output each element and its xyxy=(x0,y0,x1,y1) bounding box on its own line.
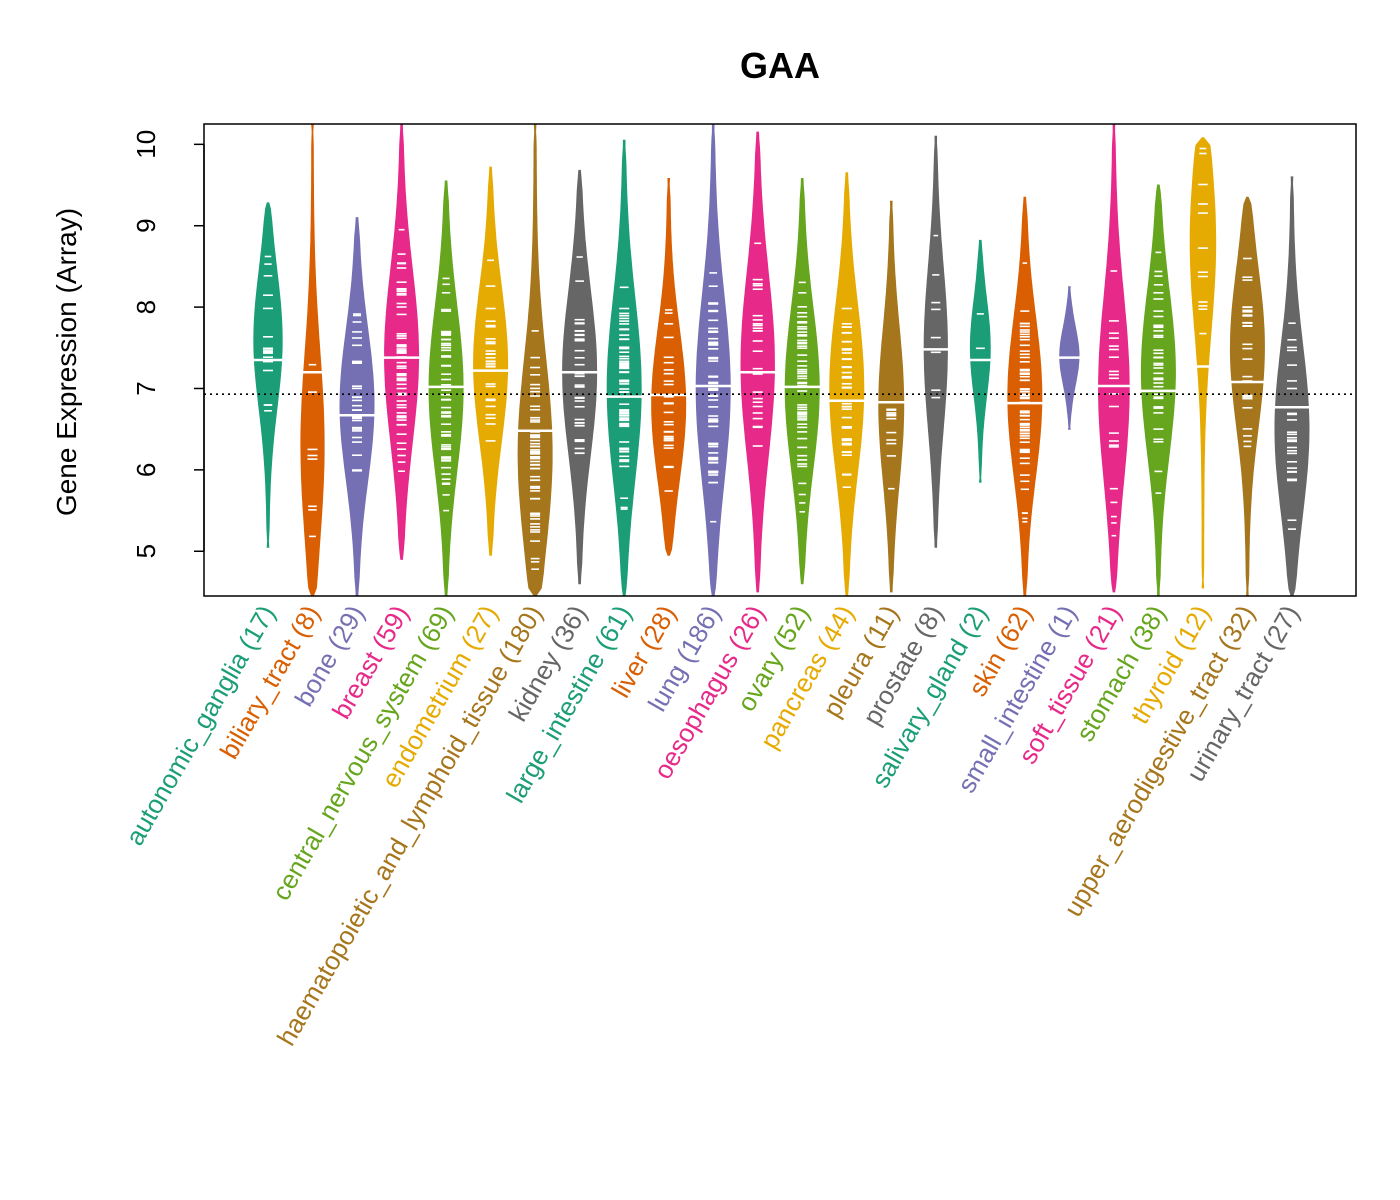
violin-body xyxy=(1274,176,1310,597)
x-axis: autonomic_ganglia (17)biliary_tract (8)b… xyxy=(119,600,1305,1051)
violin-biliary_tract xyxy=(300,123,325,597)
chart-title: GAA xyxy=(740,45,820,86)
violin-ovary xyxy=(783,178,822,585)
violin-body xyxy=(253,202,283,548)
violin-breast xyxy=(382,123,421,560)
violin-body xyxy=(517,123,553,597)
violin-pancreas xyxy=(827,172,866,597)
violin-body xyxy=(651,178,687,556)
violin-endometrium xyxy=(471,166,510,556)
violin-kidney xyxy=(560,169,599,585)
violin-oesophagus xyxy=(739,131,777,593)
violin-body xyxy=(428,180,464,597)
plot-frame xyxy=(203,123,1357,597)
violin-lung xyxy=(694,123,733,597)
violin-body xyxy=(878,200,905,593)
violin-layer xyxy=(252,123,1311,597)
violin-small_intestine xyxy=(1057,286,1081,430)
violin-upper_aerodigestive_tract xyxy=(1229,196,1265,597)
violin-body xyxy=(384,123,420,560)
violin-large_intestine xyxy=(605,139,644,597)
violin-body xyxy=(339,217,375,597)
violin-pleura xyxy=(876,200,906,593)
y-tick-label: 6 xyxy=(131,463,161,477)
violin-body xyxy=(1189,137,1217,589)
violin-stomach xyxy=(1139,184,1177,597)
y-tick-label: 5 xyxy=(131,544,161,558)
violin-haematopoietic_and_lymphoid_tissue xyxy=(516,123,554,597)
violin-body xyxy=(784,178,820,585)
violin-body xyxy=(695,123,731,597)
y-tick-label: 8 xyxy=(131,300,161,314)
violin-body xyxy=(300,123,325,597)
violin-urinary_tract xyxy=(1273,176,1311,597)
violin-bone xyxy=(338,217,376,597)
violin-prostate xyxy=(922,135,950,548)
violin-soft_tissue xyxy=(1096,123,1132,593)
violin-body xyxy=(923,135,948,548)
y-axis: 5 6 7 8 9 10 xyxy=(131,130,205,558)
violin-body xyxy=(740,131,775,593)
y-tick-label: 9 xyxy=(131,218,161,232)
violin-salivary_gland xyxy=(968,239,992,483)
violin-liver xyxy=(649,178,688,556)
y-tick-label: 7 xyxy=(131,381,161,395)
violin-central_nervous_system xyxy=(427,180,466,597)
violin-autonomic_ganglia xyxy=(252,202,284,548)
violin-thyroid xyxy=(1189,137,1217,589)
y-tick-label: 10 xyxy=(131,130,161,159)
violin-skin xyxy=(1005,196,1044,597)
y-axis-label: Gene Expression (Array) xyxy=(51,208,82,516)
